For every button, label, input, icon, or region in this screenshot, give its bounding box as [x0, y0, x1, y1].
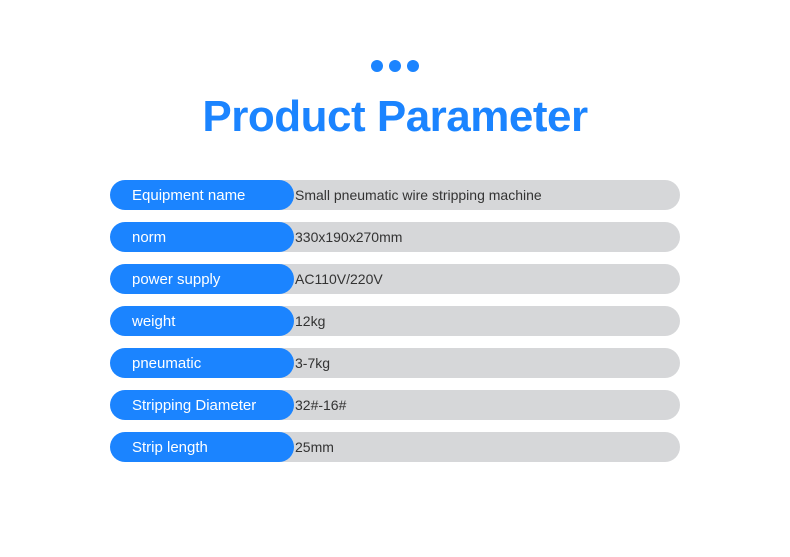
- param-label: norm: [110, 222, 294, 252]
- param-label: power supply: [110, 264, 294, 294]
- table-row: norm 330x190x270mm: [110, 222, 680, 252]
- table-row: Stripping Diameter 32#-16#: [110, 390, 680, 420]
- param-value: Small pneumatic wire stripping machine: [279, 180, 680, 210]
- param-value: AC110V/220V: [279, 264, 680, 294]
- dot-icon: [407, 60, 419, 72]
- table-row: Equipment name Small pneumatic wire stri…: [110, 180, 680, 210]
- page-title: Product Parameter: [202, 92, 587, 142]
- param-value: 330x190x270mm: [279, 222, 680, 252]
- table-row: pneumatic 3-7kg: [110, 348, 680, 378]
- param-label: pneumatic: [110, 348, 294, 378]
- table-row: power supply AC110V/220V: [110, 264, 680, 294]
- param-label: Strip length: [110, 432, 294, 462]
- table-row: Strip length 25mm: [110, 432, 680, 462]
- decorative-dots: [371, 60, 419, 72]
- page-wrap: Product Parameter Equipment name Small p…: [0, 0, 790, 462]
- param-value: 32#-16#: [279, 390, 680, 420]
- param-value: 3-7kg: [279, 348, 680, 378]
- param-label: weight: [110, 306, 294, 336]
- dot-icon: [371, 60, 383, 72]
- param-label: Equipment name: [110, 180, 294, 210]
- dot-icon: [389, 60, 401, 72]
- table-row: weight 12kg: [110, 306, 680, 336]
- param-value: 12kg: [279, 306, 680, 336]
- parameter-table: Equipment name Small pneumatic wire stri…: [110, 180, 680, 462]
- param-value: 25mm: [279, 432, 680, 462]
- param-label: Stripping Diameter: [110, 390, 294, 420]
